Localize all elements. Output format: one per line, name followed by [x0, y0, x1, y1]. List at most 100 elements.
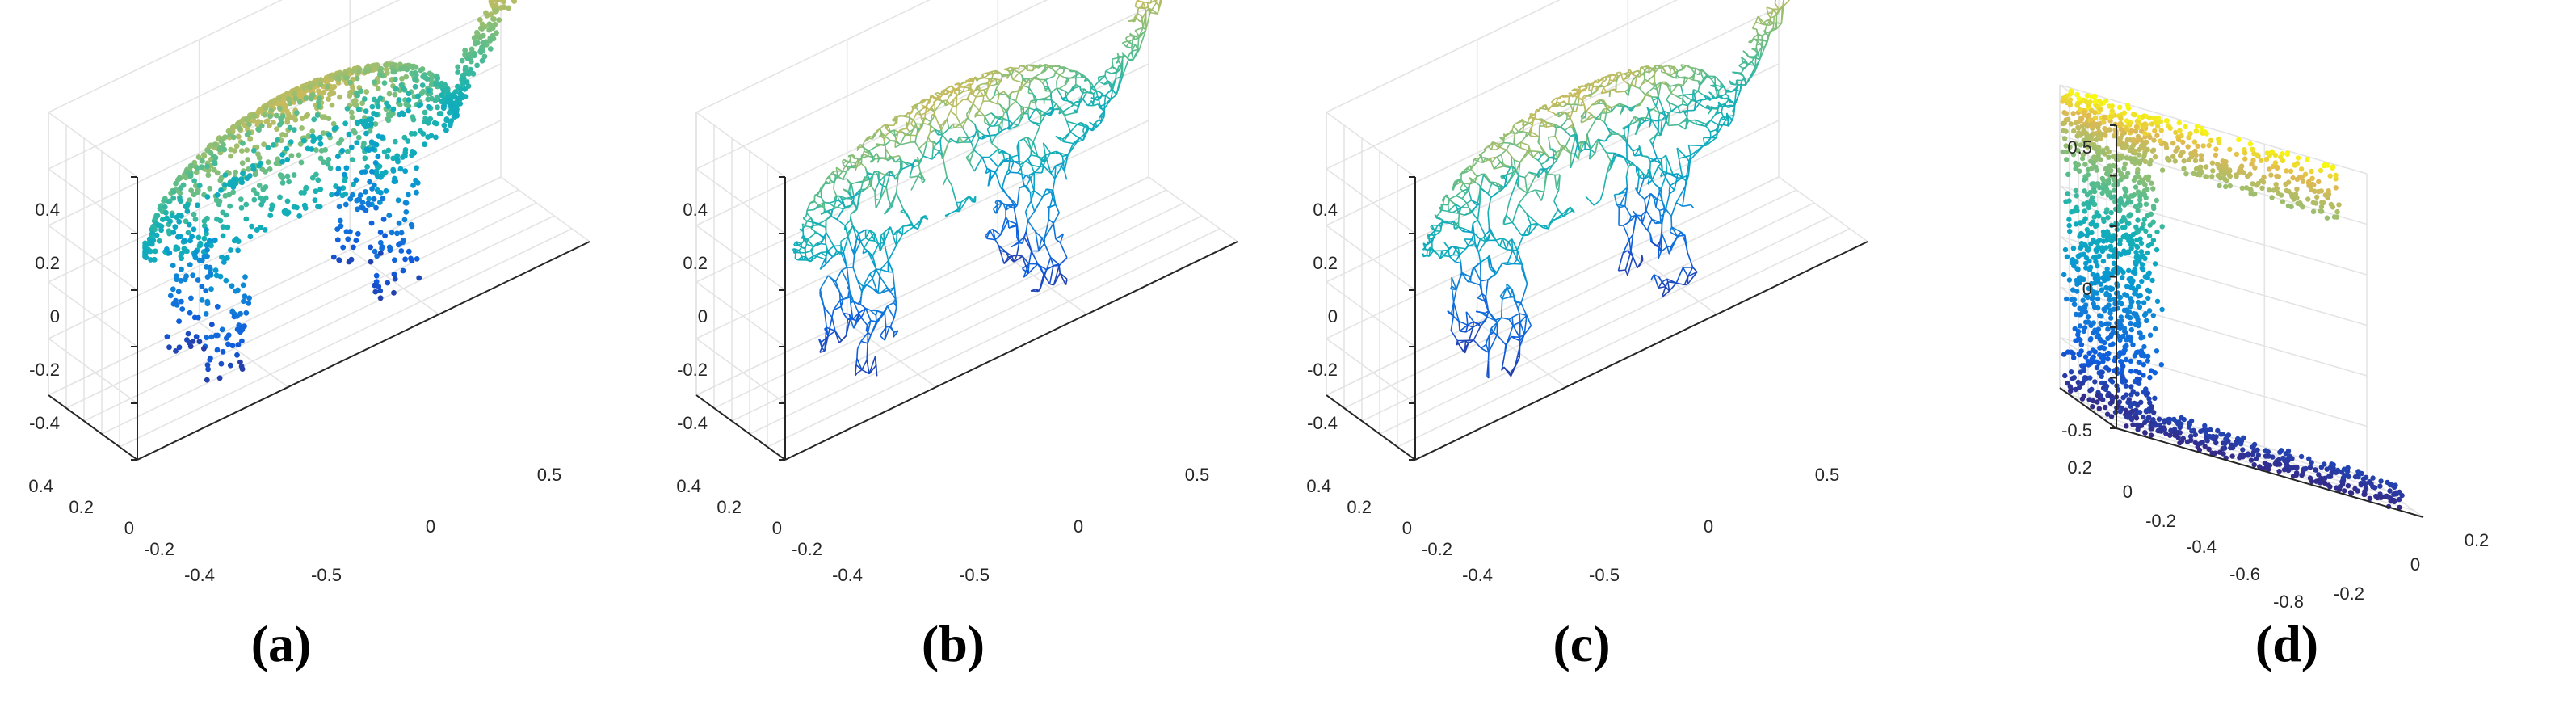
panel-a-point [387, 247, 393, 254]
panel-b-mesh-edge [952, 99, 955, 107]
panel-b-mesh-edge [823, 306, 833, 318]
panel-a-z-tick-label: 0.2 [35, 253, 60, 273]
panel-a-point [483, 10, 489, 16]
panel-a-point [312, 197, 318, 204]
panel-a-point [195, 234, 202, 241]
panel-b-mesh-edge [894, 298, 897, 308]
panel-b-mesh-edge [819, 350, 826, 353]
panel-a-point [354, 140, 360, 146]
panel-a-point [416, 275, 422, 281]
panel-b-mesh-edge [841, 269, 850, 286]
panel-b-mesh-edge [1067, 137, 1080, 156]
panel-b-mesh-edge [1052, 178, 1056, 191]
panel-a-point [279, 158, 285, 165]
panel-a-point [298, 159, 305, 166]
panel-b-mesh-edge [1034, 171, 1042, 174]
panel-a-point [445, 94, 452, 99]
panel-a-point [173, 180, 179, 187]
panel-b-mesh-edge [856, 341, 862, 349]
panel-a-point [411, 150, 418, 156]
panel-b-mesh [792, 0, 1163, 377]
panel-b-mesh-edge [850, 208, 858, 215]
panel-a-point [196, 183, 203, 189]
panel-b-mesh-edge [901, 226, 914, 236]
panel-b-mesh-edge [1045, 75, 1055, 81]
panel-b-mesh-edge [879, 128, 883, 133]
panel-a-point [187, 343, 194, 350]
panel-a-point [305, 145, 311, 152]
panel-b-mesh-edge [820, 242, 826, 246]
panel-b-mesh-edge [823, 306, 828, 328]
panel-a-point [406, 248, 412, 255]
panel-b-mesh-edge [1012, 123, 1019, 126]
panel-c-mesh-edge [1428, 238, 1431, 242]
panel-a-point [271, 142, 276, 148]
panel-a-point [166, 199, 172, 204]
panel-b-y-tick-label: 0.4 [676, 476, 701, 496]
panel-b-mesh-edge [833, 305, 842, 311]
panel-a-point [158, 227, 165, 234]
panel-b-mesh-edge [868, 356, 876, 374]
panel-a-point [410, 183, 416, 188]
panel-a-point [228, 146, 234, 153]
panel-b-mesh-edge [843, 236, 849, 253]
panel-b-tick-labels: 0.4 0.2 0 -0.2 -0.4 0.4 0.2 0 -0.2 -0.4 … [676, 200, 1209, 585]
panel-b-mesh-edge [864, 239, 870, 249]
panel-b-mesh-edge [989, 156, 999, 168]
panel-b-mesh-edge [1059, 74, 1065, 78]
panel-b-mesh-edge [810, 246, 814, 251]
panel-b-mesh-edge [1024, 200, 1032, 213]
panel-b-mesh-edge [914, 135, 918, 142]
panel-a-point [349, 157, 355, 163]
panel-a-point [494, 7, 500, 14]
panel-a-z-tick-label: 0 [50, 306, 60, 326]
panel-c-gridline [1343, 189, 1797, 409]
panel-b-mesh-edge [883, 242, 889, 261]
panel-a-point [501, 4, 507, 11]
panel-a-point [281, 208, 288, 214]
panel-a-point [190, 338, 196, 344]
panel-b-mesh-edge [1095, 122, 1102, 128]
panel-a-point [214, 347, 221, 353]
panel-b-mesh-edge [909, 169, 913, 178]
panel-c-mesh-edge [1468, 191, 1473, 200]
panel-a-point [346, 259, 352, 265]
panel-b-mesh-edge [836, 208, 844, 220]
panel-a-point [433, 81, 439, 86]
panel-a-point [208, 355, 213, 361]
panel-b-mesh-edge [858, 307, 867, 314]
panel-b-mesh-edge [886, 305, 895, 319]
panel-b-mesh-edge [861, 369, 870, 375]
panel-a-point [143, 248, 149, 254]
panel-a-point [337, 94, 342, 100]
panel-a-point [190, 272, 196, 279]
panel-b-mesh-edge [861, 155, 868, 159]
panel-b-mesh-edge [856, 313, 859, 322]
panel-a-point [174, 273, 179, 279]
panel-a-point [317, 77, 324, 83]
panel-a-point [203, 311, 209, 317]
panel-a-point [391, 272, 397, 277]
panel-a-point [383, 62, 389, 68]
panel-c-mesh-edge [1457, 213, 1460, 223]
panel-a-point [256, 127, 262, 133]
panel-a-point [204, 274, 211, 280]
panel-a-point [178, 198, 184, 204]
panel-b-mesh-edge [880, 335, 885, 341]
panel-a-point [278, 116, 284, 122]
panel-b-mesh-edge [866, 343, 868, 360]
panel-b-mesh-edge [851, 183, 855, 197]
panel-b-mesh-edge [803, 215, 807, 220]
panel-a-point [240, 171, 246, 177]
panel-b-mesh-edge [868, 233, 876, 241]
panel-a-point [487, 46, 494, 52]
panel-a-point [262, 227, 268, 233]
panel-a-point [425, 120, 431, 126]
panel-a-point [448, 118, 454, 124]
panel-b-mesh-edge [831, 310, 834, 318]
panel-b-mesh-edge [986, 128, 991, 136]
panel-b-mesh-edge [810, 225, 814, 230]
panel-b-y-tick-label: -0.4 [832, 565, 863, 585]
panel-a-point [187, 310, 193, 316]
panel-a-point [229, 124, 236, 130]
